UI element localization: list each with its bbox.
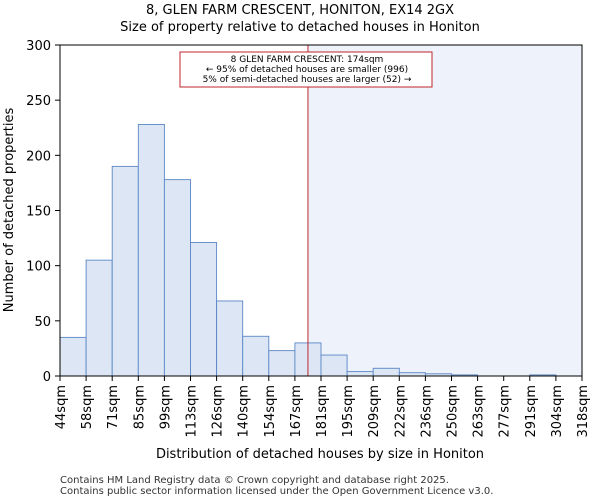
x-tick-label-250sqm: 250sqm <box>446 385 461 438</box>
bar-99sqm <box>163 179 191 377</box>
bar-209sqm <box>372 367 400 377</box>
annotation-box: 8 GLEN FARM CRESCENT: 174sqm ← 95% of de… <box>179 51 433 88</box>
bar-195sqm <box>346 371 374 377</box>
x-tick-label-113sqm: 113sqm <box>185 385 200 438</box>
x-tick-label-44sqm: 44sqm <box>54 385 69 429</box>
y-axis-label: Number of detached properties <box>2 108 17 313</box>
bar-140sqm <box>242 335 270 377</box>
annotation-line2: ← 95% of detached houses are smaller (99… <box>206 65 408 75</box>
chart-title-line2: Size of property relative to detached ho… <box>120 20 480 35</box>
y-tick-label-200: 200 <box>26 149 51 164</box>
x-tick-label-195sqm: 195sqm <box>341 385 356 438</box>
x-tick-label-209sqm: 209sqm <box>367 385 382 438</box>
x-tick-label-154sqm: 154sqm <box>263 385 278 438</box>
annotation-line3: 5% of semi-detached houses are larger (5… <box>203 75 412 85</box>
x-tick-label-222sqm: 222sqm <box>393 385 408 438</box>
footer-line1: Contains HM Land Registry data © Crown c… <box>60 475 449 486</box>
y-tick-label-300: 300 <box>26 39 51 54</box>
bar-154sqm <box>268 350 296 377</box>
x-tick-label-85sqm: 85sqm <box>132 385 147 429</box>
annotation-line1: 8 GLEN FARM CRESCENT: 174sqm <box>231 55 384 65</box>
x-tick-label-277sqm: 277sqm <box>498 385 513 438</box>
x-tick-label-318sqm: 318sqm <box>576 385 591 438</box>
x-tick-label-181sqm: 181sqm <box>315 385 330 438</box>
x-tick-label-126sqm: 126sqm <box>211 385 226 438</box>
x-tick-label-304sqm: 304sqm <box>550 385 565 438</box>
x-tick-label-291sqm: 291sqm <box>524 385 539 438</box>
y-tick-label-50: 50 <box>34 315 51 330</box>
bar-44sqm <box>59 336 87 377</box>
y-tick-label-100: 100 <box>26 260 51 275</box>
footer-line2: Contains public sector information licen… <box>60 486 493 497</box>
bar-58sqm <box>85 259 113 377</box>
x-tick-label-99sqm: 99sqm <box>158 385 173 429</box>
chart-title-line1: 8, GLEN FARM CRESCENT, HONITON, EX14 2GX <box>146 3 454 18</box>
y-tick-label-250: 250 <box>26 94 51 109</box>
x-tick-label-58sqm: 58sqm <box>80 385 95 429</box>
x-tick-label-71sqm: 71sqm <box>106 385 121 429</box>
larger-region-highlight <box>307 45 582 376</box>
annotation-rect <box>179 51 433 88</box>
bar-85sqm <box>137 123 165 377</box>
bar-113sqm <box>190 242 218 377</box>
bar-126sqm <box>216 300 244 377</box>
bar-71sqm <box>111 165 139 377</box>
bar-181sqm <box>320 354 348 377</box>
y-tick-label-0: 0 <box>43 370 51 385</box>
y-tick-label-150: 150 <box>26 205 51 220</box>
x-axis-ticks: 44sqm 58sqm 71sqm 85sqm 99sqm 113sqm 126sqm 140… <box>54 376 591 438</box>
x-tick-label-140sqm: 140sqm <box>237 385 252 438</box>
x-tick-label-236sqm: 236sqm <box>419 385 434 438</box>
bars-group <box>59 123 557 377</box>
x-axis-label: Distribution of detached houses by size … <box>156 447 484 462</box>
plot-frame <box>59 44 583 377</box>
x-tick-label-167sqm: 167sqm <box>289 385 304 438</box>
x-tick-label-263sqm: 263sqm <box>472 385 487 438</box>
y-axis-ticks: 0 50 100 150 200 250 300 <box>26 39 60 385</box>
